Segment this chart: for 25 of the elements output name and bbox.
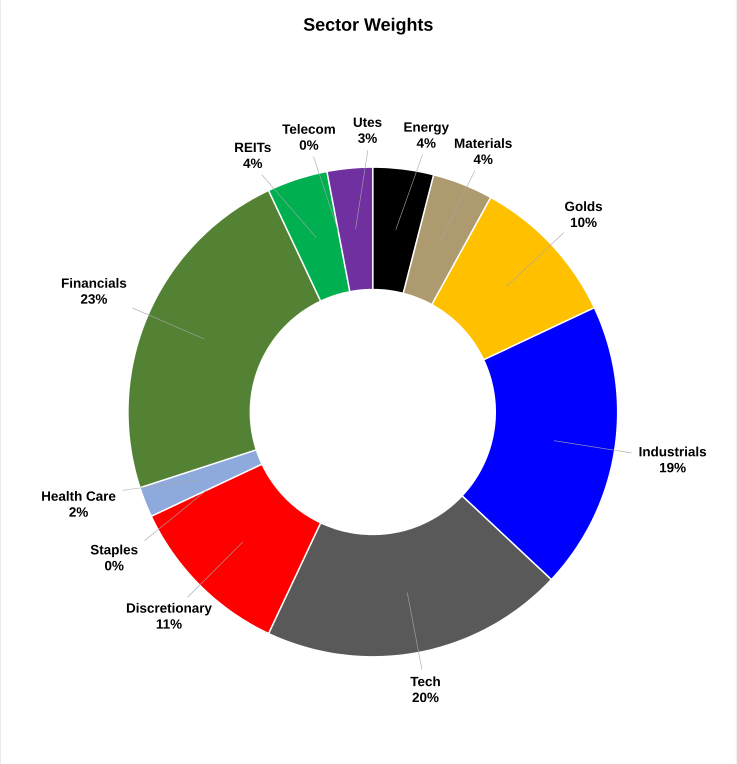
slice-label: Discretionary xyxy=(127,602,212,616)
slice-label: Industrials xyxy=(640,446,706,456)
chart-title: Sector Weights xyxy=(304,18,433,34)
slice-label: Golds xyxy=(565,201,602,212)
data-label: 2% xyxy=(70,507,88,517)
data-label: 23% xyxy=(81,294,108,304)
slice-label: REITs xyxy=(235,142,271,152)
category-label: Staples xyxy=(90,544,138,558)
data-label: 4% xyxy=(474,154,493,164)
data-label: 11% xyxy=(156,619,182,629)
slice-label: Utes xyxy=(354,118,382,127)
slice-label: Materials xyxy=(455,138,512,148)
data-label: 10% xyxy=(571,218,597,228)
text: 0% xyxy=(105,560,124,570)
text: 0% xyxy=(300,140,318,150)
data-label: 20% xyxy=(412,692,439,702)
data-label: 3% xyxy=(358,133,378,143)
slice-label: Energy xyxy=(404,122,450,135)
slice-label: Financials xyxy=(62,278,126,288)
data-label: 4% xyxy=(243,158,262,168)
data-label: 4% xyxy=(416,138,436,148)
category-label: Telecom xyxy=(282,124,336,134)
data-label: 19% xyxy=(660,462,686,472)
slice-label: Health Care xyxy=(42,490,116,501)
slice-label: Tech xyxy=(410,676,440,686)
